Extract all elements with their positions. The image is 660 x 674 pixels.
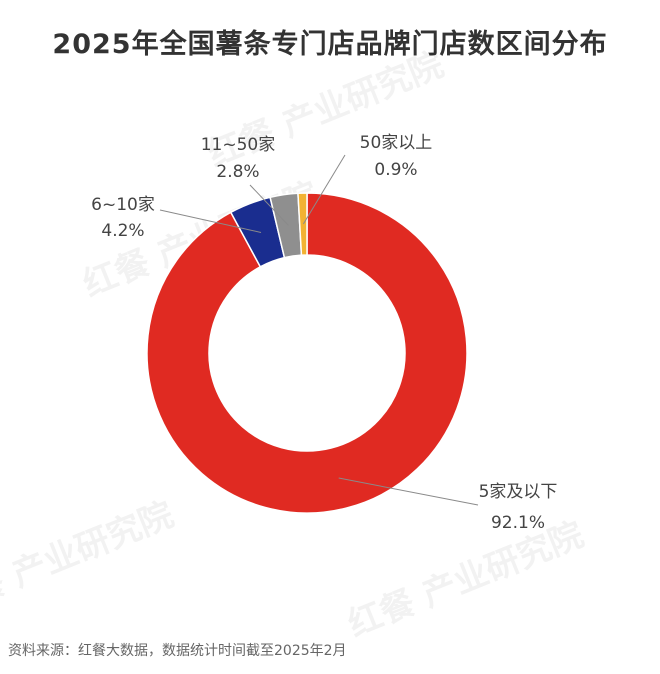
- slice-label-0: 5家及以下: [479, 482, 558, 502]
- slice-value-label-3: 0.9%: [374, 160, 417, 180]
- leader-line-3: [302, 154, 346, 225]
- watermark-text: 红餐 产业研究院: [0, 494, 179, 625]
- slice-value-label-2: 2.8%: [216, 162, 259, 182]
- source-note: 资料来源：红餐大数据，数据统计时间截至2025年2月: [8, 643, 347, 659]
- labels-layer: 5家及以下 92.1% 6~10家 4.2% 11~50家 2.8% 50家以上 0.9%: [91, 133, 557, 533]
- leader-line-1: [159, 209, 262, 233]
- leader-line-0: [338, 477, 479, 506]
- slice-3: [297, 192, 308, 256]
- slice-label-3: 50家以上: [360, 133, 433, 153]
- slice-value-label-0: 92.1%: [491, 513, 545, 533]
- chart-title: 2025年全国薯条专门店品牌门店数区间分布: [52, 29, 608, 60]
- leader-line-2: [249, 184, 289, 226]
- slice-label-1: 6~10家: [91, 195, 155, 215]
- slice-0: [146, 192, 468, 514]
- slice-value-label-1: 4.2%: [101, 221, 144, 241]
- slices-layer: [146, 192, 468, 514]
- watermark-text: 红餐 产业研究院: [203, 44, 450, 175]
- slice-label-2: 11~50家: [201, 135, 276, 155]
- leader-lines-layer: [159, 154, 479, 506]
- watermark-text: 红餐 产业研究院: [343, 514, 590, 645]
